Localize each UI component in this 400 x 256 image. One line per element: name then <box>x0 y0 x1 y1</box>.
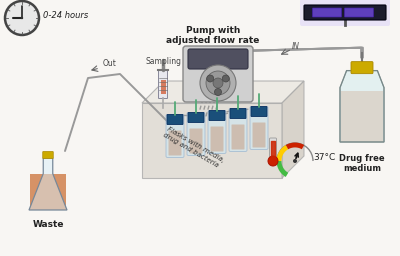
FancyBboxPatch shape <box>250 106 268 150</box>
FancyBboxPatch shape <box>158 69 168 99</box>
Text: 37°C: 37°C <box>313 153 335 162</box>
Polygon shape <box>142 103 282 178</box>
FancyBboxPatch shape <box>183 46 253 102</box>
FancyBboxPatch shape <box>252 123 266 147</box>
Circle shape <box>214 89 222 95</box>
FancyBboxPatch shape <box>168 131 182 155</box>
FancyBboxPatch shape <box>166 114 184 157</box>
FancyBboxPatch shape <box>160 80 166 94</box>
Text: Waste: Waste <box>32 220 64 229</box>
FancyBboxPatch shape <box>300 0 390 26</box>
Circle shape <box>21 17 23 19</box>
Polygon shape <box>29 158 67 210</box>
Circle shape <box>5 1 39 35</box>
Polygon shape <box>282 81 304 178</box>
Text: Sampling: Sampling <box>145 57 181 66</box>
Circle shape <box>268 156 278 166</box>
Circle shape <box>206 71 230 95</box>
Text: 0-24 hours: 0-24 hours <box>43 12 88 20</box>
FancyBboxPatch shape <box>167 114 183 124</box>
FancyBboxPatch shape <box>230 109 246 119</box>
Circle shape <box>200 65 236 101</box>
FancyBboxPatch shape <box>187 112 205 155</box>
FancyBboxPatch shape <box>251 106 267 116</box>
Circle shape <box>293 159 297 163</box>
FancyBboxPatch shape <box>304 5 386 20</box>
Circle shape <box>222 75 229 82</box>
Text: Out: Out <box>103 59 117 68</box>
Text: Drug free
medium: Drug free medium <box>339 154 385 173</box>
FancyBboxPatch shape <box>190 129 202 154</box>
FancyBboxPatch shape <box>344 8 374 17</box>
FancyBboxPatch shape <box>188 49 248 69</box>
FancyBboxPatch shape <box>351 62 373 74</box>
Polygon shape <box>341 91 383 142</box>
Circle shape <box>213 78 223 88</box>
FancyBboxPatch shape <box>209 111 225 121</box>
FancyBboxPatch shape <box>188 112 204 123</box>
FancyBboxPatch shape <box>229 109 247 152</box>
Polygon shape <box>30 174 66 210</box>
FancyBboxPatch shape <box>210 126 224 152</box>
Text: IN: IN <box>292 42 300 51</box>
Polygon shape <box>340 71 384 142</box>
FancyBboxPatch shape <box>208 111 226 154</box>
Text: Flasks with media,
drug and bacteria: Flasks with media, drug and bacteria <box>162 126 225 170</box>
FancyBboxPatch shape <box>232 124 244 150</box>
Text: Pump with
adjusted flow rate: Pump with adjusted flow rate <box>166 26 260 45</box>
FancyBboxPatch shape <box>43 152 53 158</box>
Circle shape <box>207 75 214 82</box>
FancyBboxPatch shape <box>312 8 342 17</box>
Polygon shape <box>142 81 304 103</box>
FancyBboxPatch shape <box>270 138 276 162</box>
